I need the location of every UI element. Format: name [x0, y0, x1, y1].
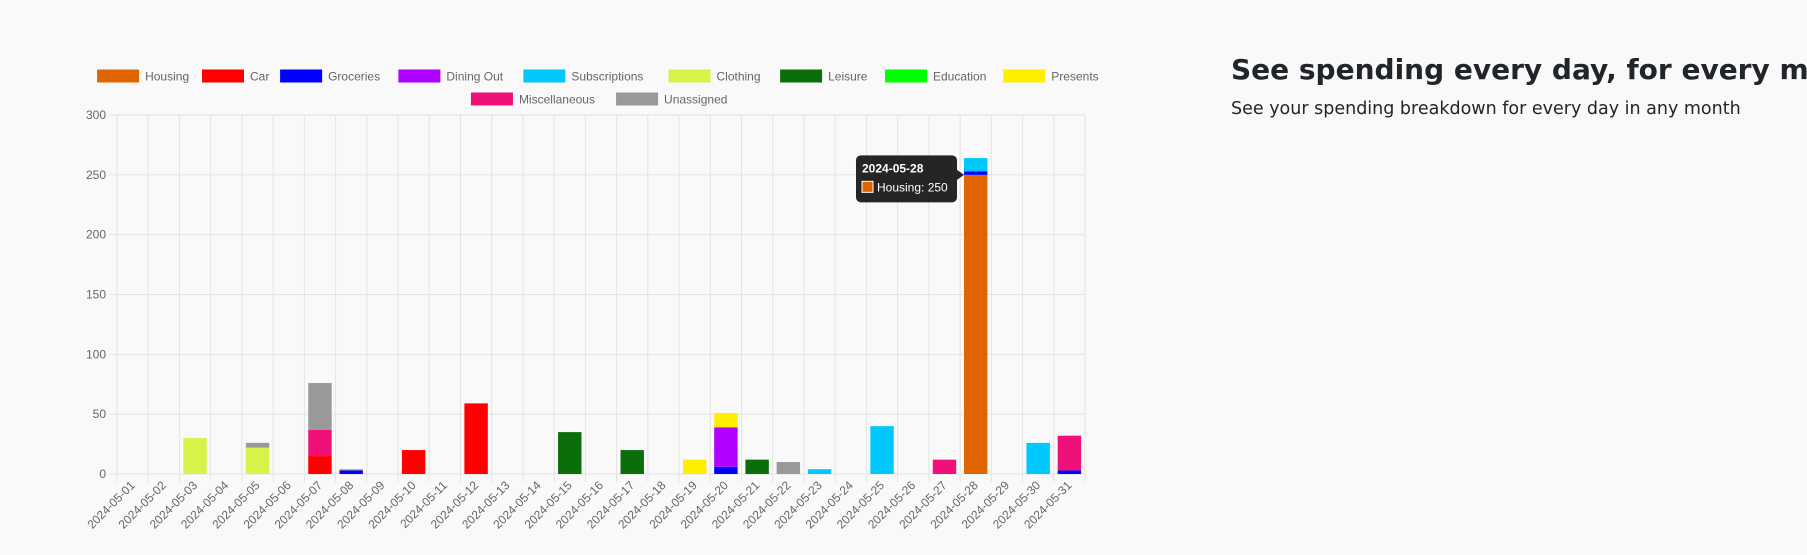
bar-leisure-2024-05-15 — [558, 432, 582, 474]
legend-label: Housing — [145, 70, 189, 84]
legend-swatch — [780, 69, 823, 83]
y-tick-label: 200 — [86, 228, 106, 242]
legend-swatch — [280, 69, 323, 83]
bar-presents-2024-05-19 — [682, 459, 707, 474]
bar-miscellaneous-2024-05-07 — [308, 429, 332, 457]
tooltip-title: 2024-05-28 — [862, 161, 924, 175]
bar-groceries-2024-05-08 — [339, 470, 363, 474]
bar-miscellaneous-2024-05-31 — [1057, 435, 1082, 471]
legend-label: Clothing — [717, 70, 761, 84]
bar-leisure-2024-05-21 — [745, 459, 769, 474]
legend-swatch — [398, 69, 441, 83]
bar-unassigned-2024-05-05 — [245, 442, 270, 448]
x-axis: 2024-05-012024-05-022024-05-032024-05-04… — [84, 478, 1074, 532]
legend-item-dining-out: Dining Out — [398, 69, 504, 84]
bar-subscriptions-2024-05-23 — [807, 469, 832, 474]
legend-item-leisure: Leisure — [780, 69, 868, 84]
y-tick-label: 250 — [86, 168, 106, 182]
feature-subtitle: See your spending breakdown for every da… — [1231, 99, 1741, 119]
tooltip-swatch — [861, 180, 874, 193]
legend-item-subscriptions: Subscriptions — [523, 69, 643, 84]
y-tick-label: 150 — [86, 288, 106, 302]
legend-swatch — [97, 69, 140, 83]
bar-subscriptions-2024-05-25 — [870, 426, 894, 474]
tooltip-box — [856, 155, 957, 203]
bar-dining-out-2024-05-20 — [714, 427, 738, 467]
bar-clothing-2024-05-03 — [183, 438, 207, 474]
legend-label: Unassigned — [664, 93, 727, 107]
legend-label: Education — [933, 70, 986, 84]
stacked-bar-chart: Housing Car Groceries Dining Out Subscriptio… — [84, 69, 1099, 532]
legend-item-clothing: Clothing — [668, 69, 761, 84]
feature-title: See spending every day, for every month — [1231, 53, 1807, 86]
tooltip-label: Housing: 250 — [877, 180, 948, 194]
legend-label: Car — [250, 70, 269, 84]
legend-label: Miscellaneous — [519, 93, 595, 107]
legend-item-housing: Housing — [97, 69, 189, 84]
legend-swatch — [668, 69, 711, 83]
legend-label: Dining Out — [446, 70, 503, 84]
legend-label: Presents — [1051, 70, 1098, 84]
legend-swatch — [523, 69, 566, 83]
y-axis: 0 50 100 150 200 250 300 — [86, 108, 106, 481]
bar-subscriptions-2024-05-30 — [1026, 442, 1050, 474]
bar-car-2024-05-12 — [464, 403, 488, 474]
legend-swatch — [470, 92, 513, 106]
bar-groceries-2024-05-20 — [714, 466, 738, 474]
bar-groceries-2024-05-28 — [964, 171, 988, 175]
bar-unassigned-2024-05-08 — [339, 469, 363, 471]
chart-grid — [109, 114, 1086, 482]
legend-swatch — [885, 69, 927, 83]
feature-text: See spending every day, for every month … — [1231, 53, 1807, 119]
legend-item-groceries: Groceries — [280, 69, 380, 84]
bar-miscellaneous-2024-05-27 — [932, 459, 957, 474]
bar-housing-2024-05-28 — [964, 174, 988, 475]
legend-label: Groceries — [328, 70, 380, 84]
bar-presents-2024-05-20 — [714, 412, 738, 428]
daily-spending-chart: Housing Car Groceries Dining Out Subscriptio… — [84, 69, 1099, 532]
bar-unassigned-2024-05-22 — [776, 462, 801, 474]
bar-subscriptions-2024-05-28 — [964, 158, 988, 172]
legend-swatch — [202, 69, 244, 83]
legend-label: Subscriptions — [571, 70, 643, 84]
legend-item-presents: Presents — [1003, 69, 1099, 84]
chart-tooltip: 2024-05-28 Housing: 250 — [856, 155, 964, 203]
bar-groceries-2024-05-31 — [1057, 470, 1082, 474]
y-tick-label: 50 — [93, 407, 107, 421]
legend-label: Leisure — [828, 70, 868, 84]
chart-legend: Housing Car Groceries Dining Out Subscriptio… — [97, 69, 1099, 107]
bar-leisure-2024-05-17 — [620, 450, 644, 474]
legend-swatch — [616, 92, 659, 106]
y-tick-label: 100 — [86, 347, 106, 361]
tooltip-caret — [957, 169, 964, 180]
legend-item-miscellaneous: Miscellaneous — [470, 92, 595, 107]
legend-item-education: Education — [885, 69, 986, 84]
bar-clothing-2024-05-05 — [245, 447, 270, 474]
legend-item-unassigned: Unassigned — [616, 92, 727, 107]
y-tick-label: 300 — [86, 108, 106, 122]
chart-bars — [183, 158, 1082, 475]
bar-unassigned-2024-05-07 — [308, 383, 332, 430]
bar-car-2024-05-10 — [401, 450, 426, 474]
legend-item-car: Car — [202, 69, 269, 84]
legend-swatch — [1003, 69, 1046, 83]
y-tick-label: 0 — [99, 467, 106, 481]
bar-car-2024-05-07 — [308, 456, 332, 474]
